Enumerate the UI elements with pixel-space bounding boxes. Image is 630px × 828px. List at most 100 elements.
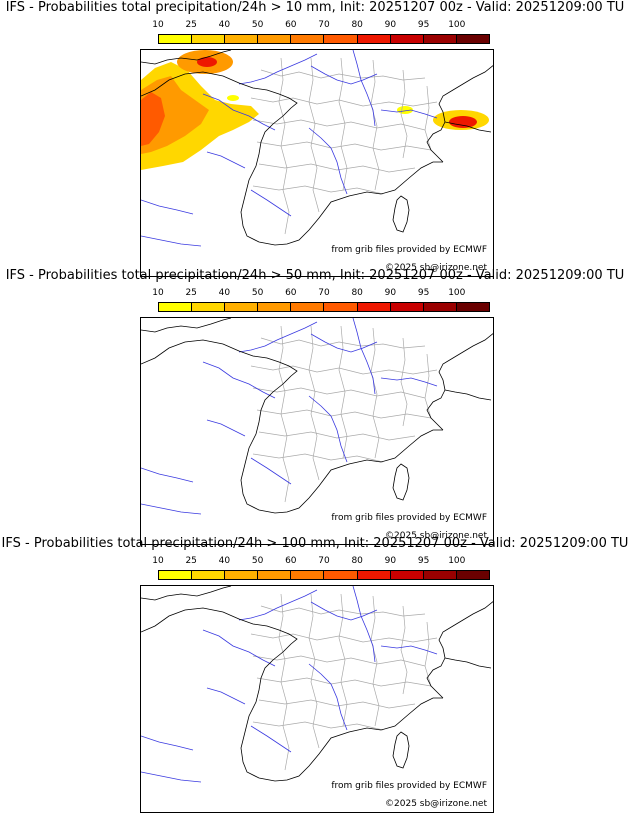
map-panel-3: IFS - Probabilities total precipitation/… xyxy=(0,536,630,813)
coastline xyxy=(141,586,232,601)
precip-probability-area xyxy=(197,57,217,67)
colorbar-tick: 60 xyxy=(285,20,297,30)
departement-border xyxy=(258,699,416,709)
colorbar-tick: 80 xyxy=(351,288,363,298)
departement-border xyxy=(308,593,320,749)
river xyxy=(202,629,276,667)
map-canvas xyxy=(141,318,493,515)
departement-border xyxy=(424,353,432,419)
map-canvas xyxy=(141,586,493,783)
data-source-credit: from grib files provided by ECMWF xyxy=(331,245,487,255)
colorbar-tick: 10 xyxy=(152,556,164,566)
river xyxy=(206,687,246,705)
copyright-credit: ©2025 sb@irizone.net xyxy=(385,531,487,541)
colorbar-cell xyxy=(390,303,424,311)
departement-border xyxy=(338,593,348,727)
colorbar-cell xyxy=(225,571,259,579)
colorbar-tick-labels: 10 25 40 50 60 70 80 90 95 100 xyxy=(152,20,490,32)
colorbar-tick: 50 xyxy=(251,20,264,30)
colorbar-tick: 70 xyxy=(318,556,330,566)
colorbar-tick: 70 xyxy=(318,20,330,30)
precip-map: from grib files provided by ECMWF ©2025 s… xyxy=(140,585,494,813)
departement-border xyxy=(258,163,416,173)
river xyxy=(141,199,194,215)
river xyxy=(141,467,194,483)
precip-map: from grib files provided by ECMWF ©2025 s… xyxy=(140,49,494,277)
colorbar-tick: 90 xyxy=(384,556,397,566)
river xyxy=(352,586,376,663)
departement-border xyxy=(308,325,320,481)
colorbar-cell xyxy=(423,303,457,311)
colorbar-tick: 25 xyxy=(185,288,197,298)
colorbar-tick: 70 xyxy=(318,288,330,298)
coastline xyxy=(444,389,492,401)
river xyxy=(206,151,246,169)
copyright-credit: ©2025 sb@irizone.net xyxy=(385,263,487,273)
colorbar-tick: 10 xyxy=(152,288,164,298)
colorbar-cell xyxy=(258,303,292,311)
colorbar-tick: 40 xyxy=(218,20,231,30)
precip-probability-area xyxy=(397,106,413,114)
departement-border xyxy=(260,69,426,81)
departement-border xyxy=(250,365,438,375)
departement-border xyxy=(424,621,432,687)
river xyxy=(250,189,292,217)
copyright-credit: ©2025 sb@irizone.net xyxy=(385,799,487,809)
river xyxy=(310,601,378,621)
colorbar-tick: 60 xyxy=(285,556,297,566)
colorbar-tick: 10 xyxy=(152,20,164,30)
river xyxy=(352,50,376,127)
river xyxy=(352,318,376,395)
departement-border xyxy=(258,431,416,441)
river xyxy=(238,321,318,353)
river xyxy=(380,645,438,655)
departement-border xyxy=(338,325,348,459)
colorbar-cell xyxy=(390,35,424,43)
departement-border xyxy=(370,59,380,191)
departement-border xyxy=(278,57,290,235)
colorbar-tick: 25 xyxy=(185,556,197,566)
departement-border xyxy=(278,325,290,503)
departement-border xyxy=(256,409,432,419)
colorbar-cell xyxy=(159,571,193,579)
departement-border xyxy=(256,677,432,687)
colorbar-cell xyxy=(324,35,358,43)
departement-border xyxy=(250,633,438,643)
precip-map: from grib files provided by ECMWF ©2025 s… xyxy=(140,317,494,545)
river xyxy=(250,725,292,753)
colorbar-cell xyxy=(357,571,391,579)
river xyxy=(308,395,348,463)
departement-border xyxy=(400,337,408,427)
colorbar-cell xyxy=(423,571,457,579)
colorbar-cell xyxy=(291,303,325,311)
departement-border xyxy=(370,595,380,727)
river xyxy=(141,503,202,515)
colorbar-tick: 95 xyxy=(417,288,430,298)
river xyxy=(380,377,438,387)
colorbar-tick: 90 xyxy=(384,288,397,298)
colorbar-cell xyxy=(357,35,391,43)
coastline xyxy=(426,333,493,431)
colorbar-tick: 40 xyxy=(218,556,231,566)
precip-probability-area xyxy=(227,95,239,101)
coastline xyxy=(426,601,493,699)
colorbar-cell xyxy=(357,303,391,311)
river xyxy=(202,93,276,131)
departement-border xyxy=(256,141,432,151)
precip-probability-area xyxy=(141,92,165,146)
departement-border xyxy=(252,185,384,195)
river xyxy=(141,771,202,783)
colorbar-cell xyxy=(456,571,489,579)
departement-border xyxy=(370,327,380,459)
colorbar-cell xyxy=(324,571,358,579)
colorbar-tick: 100 xyxy=(448,20,466,30)
colorbar-cell xyxy=(225,35,259,43)
colorbar xyxy=(158,302,490,312)
departement-border xyxy=(252,721,384,731)
colorbar-tick: 80 xyxy=(351,20,363,30)
colorbar xyxy=(158,570,490,580)
colorbar-tick: 80 xyxy=(351,556,363,566)
colorbar-cell xyxy=(159,303,193,311)
departement-border xyxy=(400,69,408,159)
panel-title: IFS - Probabilities total precipitation/… xyxy=(5,268,625,283)
